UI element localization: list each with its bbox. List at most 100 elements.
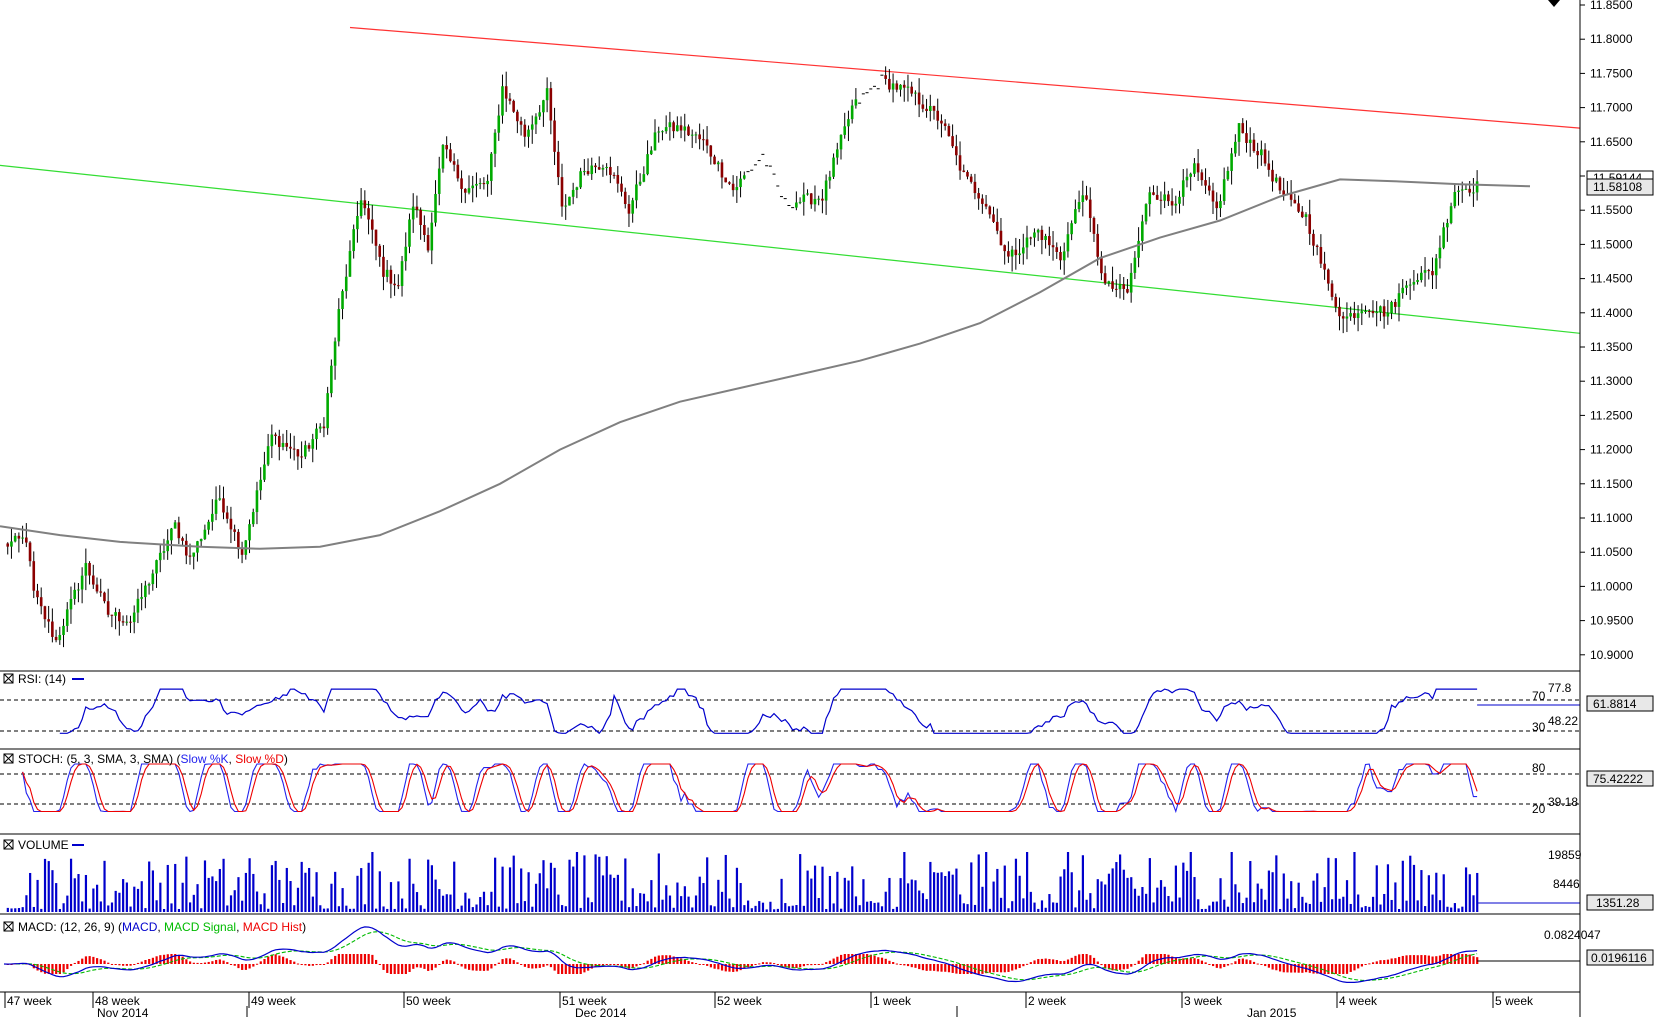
macd-hist-bar <box>1066 959 1070 964</box>
candle-body <box>1356 313 1360 318</box>
candle-body <box>512 100 515 112</box>
candle-body <box>519 121 523 125</box>
candle-body <box>322 426 326 429</box>
macd-hist-bar <box>1267 964 1270 968</box>
macd-hist-bar <box>505 958 508 964</box>
candle-body <box>374 229 378 246</box>
price-plot <box>0 26 1581 648</box>
candle-body <box>214 499 218 514</box>
macd-hist-bar <box>118 964 121 966</box>
macd-hist-bar <box>1156 954 1159 964</box>
candle-body <box>1334 296 1338 307</box>
macd-hist-bar <box>1450 954 1453 964</box>
candle-body <box>795 202 798 208</box>
top-arrow-icon[interactable] <box>1548 0 1560 7</box>
price-tick-label: 11.0000 <box>1590 579 1633 593</box>
price-tick-label: 11.7500 <box>1590 66 1633 80</box>
candle-body <box>955 146 958 156</box>
macd-hist-bar <box>1442 954 1445 964</box>
volume-bar <box>929 861 932 912</box>
macd-hist-bar <box>918 964 921 970</box>
candle-body <box>467 188 471 193</box>
macd-hist-bar <box>270 954 274 964</box>
candle-body <box>1360 311 1364 314</box>
macd-hist-bar <box>285 958 288 964</box>
volume-bar <box>222 858 225 912</box>
candle-body <box>1059 251 1062 261</box>
volume-bar <box>620 900 623 912</box>
candle-body <box>1341 316 1345 319</box>
macd-hist-bar <box>259 961 262 964</box>
macd-hist-bar <box>620 964 623 967</box>
price-tick-label: 11.3500 <box>1590 340 1633 354</box>
volume-bar <box>981 886 984 912</box>
volume-bar <box>520 868 523 912</box>
volume-bar <box>1037 908 1040 912</box>
volume-bar <box>1145 893 1148 912</box>
candle-body <box>1029 237 1033 239</box>
volume-bar <box>549 862 553 912</box>
candle-body <box>925 108 928 111</box>
volume-bar <box>482 891 486 912</box>
candle-body <box>445 145 448 150</box>
candle-body <box>1420 272 1423 281</box>
macd-hist-bar <box>1438 955 1442 964</box>
macd-hist-bar <box>1245 959 1248 964</box>
macd-hist-bar <box>1104 964 1107 968</box>
macd-hist-bar <box>363 954 367 964</box>
candle-body <box>1315 245 1319 248</box>
candle-body <box>1349 313 1352 317</box>
macd-hist-bar <box>508 958 512 964</box>
macd-hist-bar <box>501 959 504 964</box>
candle-body <box>1126 288 1129 293</box>
volume-bar <box>687 896 690 912</box>
candle-body <box>1048 236 1051 246</box>
volume-bar <box>1371 896 1375 912</box>
macd-hist-bar <box>322 964 326 965</box>
volume-bar <box>1345 880 1349 912</box>
macd-hist-bar <box>203 962 207 964</box>
candle-body <box>1103 273 1107 284</box>
macd-value-label: 0.0196116 <box>1591 951 1647 965</box>
volume-bar <box>743 905 746 912</box>
candle-body <box>1159 199 1163 201</box>
candle-body <box>1226 170 1230 180</box>
candle-body <box>155 560 158 574</box>
volume-bar <box>1375 865 1378 912</box>
volume-bar <box>761 902 765 912</box>
week-label: 52 week <box>717 994 763 1008</box>
macd-hist-bar <box>36 964 39 971</box>
candle-body <box>705 139 709 146</box>
candle-body <box>248 524 251 541</box>
candle-body <box>1010 249 1014 257</box>
candle-body <box>1141 221 1144 241</box>
macd-hist-bar <box>1026 963 1029 965</box>
candle-body <box>441 145 445 169</box>
macd-hist-bar <box>1074 955 1077 964</box>
macd-hist-bar <box>337 954 340 964</box>
candle-body <box>966 171 969 177</box>
macd-hist-bar <box>981 964 984 974</box>
candle-body <box>586 171 590 175</box>
candle-body <box>1129 272 1133 293</box>
macd-hist-bar <box>92 956 95 964</box>
macd-hist-bar <box>170 954 173 964</box>
rsi-line <box>59 688 1478 735</box>
macd-hist-bar <box>654 956 657 964</box>
candle-body <box>698 134 701 140</box>
volume-bar <box>10 908 13 912</box>
macd-hist-bar <box>174 954 177 964</box>
macd-hist-bar <box>784 964 787 967</box>
volume-bar <box>162 908 166 912</box>
macd-hist-bar <box>1044 958 1047 964</box>
candle-body <box>129 621 132 623</box>
macd-hist-bar <box>1033 960 1036 964</box>
macd-hist-bar <box>773 963 776 965</box>
volume-bar <box>1212 901 1215 912</box>
volume-bar <box>490 891 493 912</box>
macd-hist-bar <box>144 960 147 964</box>
candle-body <box>1033 232 1036 238</box>
macd-hist-bar <box>1193 958 1196 964</box>
candle-body <box>69 598 73 610</box>
macd-hist-bar <box>244 964 247 970</box>
